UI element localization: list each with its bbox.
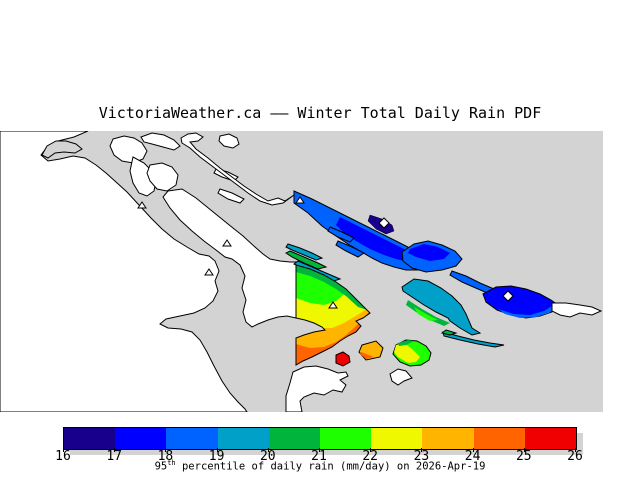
- colorbar-tick-label: 22: [362, 449, 379, 464]
- island-sidney: [392, 339, 432, 367]
- island-nw-1: [109, 135, 148, 164]
- colorbar-segment-22-23: [371, 428, 423, 449]
- strip-green-2: [440, 329, 458, 336]
- landmass-peninsula: [162, 188, 297, 328]
- station-triangle: [222, 239, 232, 247]
- island-pender: [401, 278, 482, 336]
- colorbar-segment-16-17: [64, 428, 116, 449]
- colorbar-tick-label: 19: [208, 449, 225, 464]
- islet-white-arrow: [389, 368, 413, 386]
- colorbar-tick-label: 23: [413, 449, 430, 464]
- islet-red: [335, 351, 351, 367]
- station-triangle: [328, 301, 338, 309]
- northwest-inlet: [41, 140, 83, 159]
- colorbar-tick-mark: [421, 448, 423, 452]
- colorbar-caption: 95th percentile of daily rain (mm/day) o…: [0, 459, 640, 473]
- colorbar-tick-mark: [114, 448, 116, 452]
- islet-sliver-2: [217, 188, 245, 204]
- colorbar-tick-mark: [472, 448, 474, 452]
- colorbar-tick-label: 24: [464, 449, 481, 464]
- strip-teal-1: [285, 243, 324, 261]
- island-saturna: [482, 285, 603, 319]
- colorbar-tick-mark: [165, 448, 167, 452]
- island-nw-2: [129, 156, 157, 197]
- islet-blue-2: [335, 240, 365, 258]
- colorbar-segment-24-25: [473, 428, 525, 449]
- colorbar-tick-mark: [523, 448, 525, 452]
- colorbar-tick-mark: [216, 448, 218, 452]
- island-nw-3: [146, 162, 179, 192]
- island-hook: [140, 132, 181, 151]
- station-triangle: [137, 201, 147, 209]
- colorbar-tick-label: 20: [259, 449, 276, 464]
- colorbar-tick-mark: [267, 448, 269, 452]
- station-triangle: [204, 268, 214, 276]
- colorbar-tick-mark: [575, 448, 576, 452]
- station-diamond: [378, 217, 390, 229]
- colorbar-segment-25-26: [524, 428, 577, 449]
- strip-green: [285, 250, 328, 270]
- strip-teal-3: [442, 331, 505, 348]
- islet-top: [218, 133, 240, 149]
- colorbar-tick-mark: [370, 448, 372, 452]
- station-diamond: [502, 290, 514, 302]
- island-long-white: [180, 132, 295, 206]
- colorbar-tick-label: 18: [157, 449, 174, 464]
- colorbar-tick-label: 26: [567, 449, 583, 464]
- weather-map: [0, 131, 603, 412]
- caption-superscript: th: [167, 459, 176, 467]
- colorbar-tick-mark: [319, 448, 320, 452]
- landmass-south: [285, 365, 349, 412]
- colorbar-tick-label: 17: [106, 449, 123, 464]
- colorbar-segment-21-22: [320, 428, 372, 449]
- colorbar-segment-20-21: [268, 428, 321, 449]
- colorbar-tick-label: 16: [55, 449, 71, 464]
- colorbar-tick-mark: [63, 448, 64, 452]
- colorbar-segment-17-18: [115, 428, 167, 449]
- landmass-west: [0, 131, 248, 412]
- colorbar: [63, 427, 577, 450]
- colorbar-tick-label: 25: [515, 449, 532, 464]
- island-mayne: [401, 240, 463, 273]
- colorbar-segment-19-20: [217, 428, 269, 449]
- colorbar-segment-23-24: [422, 428, 474, 449]
- caption-rest: percentile of daily rain (mm/day) on 202…: [181, 460, 486, 473]
- island-james: [358, 340, 384, 361]
- caption-base: 95: [154, 460, 168, 473]
- islet-blue-1: [327, 226, 355, 243]
- plot-title: VictoriaWeather.ca —— Winter Total Daily…: [98, 104, 542, 122]
- station-markers: [137, 196, 514, 309]
- station-triangle: [295, 196, 305, 204]
- colorbar-tick-label: 21: [311, 449, 327, 464]
- colorbar-segment-18-19: [166, 428, 218, 449]
